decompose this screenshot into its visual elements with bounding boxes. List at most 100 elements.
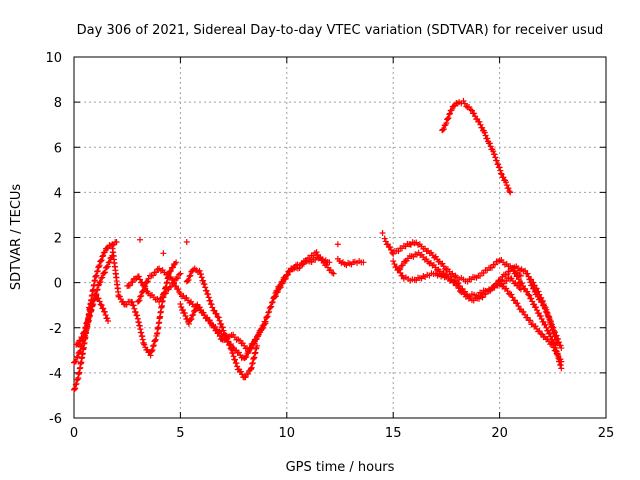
y-tick-label: 10 [45, 51, 62, 66]
data-point [539, 299, 546, 306]
series-track-5 [124, 270, 184, 305]
data-point [381, 235, 388, 242]
data-point [245, 348, 252, 355]
data-point [202, 284, 209, 291]
data-point [98, 302, 105, 309]
data-point [238, 368, 245, 375]
data-point [267, 304, 274, 311]
data-point [105, 259, 112, 266]
data-point [555, 335, 562, 342]
data-point [174, 275, 181, 282]
data-point [140, 287, 147, 294]
data-point [390, 258, 397, 265]
data-point [487, 143, 494, 150]
y-tick-label: 0 [54, 277, 62, 292]
data-point [94, 267, 101, 274]
data-point [175, 286, 182, 293]
data-point [101, 308, 108, 315]
data-point [252, 336, 259, 343]
data-point [130, 302, 137, 309]
data-point [95, 282, 102, 289]
data-point [479, 124, 486, 131]
data-point [150, 343, 157, 350]
data-point [80, 329, 87, 336]
data-point [134, 312, 141, 319]
data-point [508, 291, 515, 298]
series-track-17 [526, 276, 565, 352]
data-point [235, 349, 242, 356]
data-point [443, 120, 450, 127]
data-point [227, 345, 234, 352]
data-point [183, 239, 190, 246]
data-point [548, 321, 555, 328]
data-point [492, 261, 499, 268]
data-point [284, 271, 291, 278]
data-point [196, 267, 203, 274]
data-point [188, 316, 195, 323]
data-point [93, 287, 100, 294]
x-tick-label: 10 [279, 426, 296, 441]
data-point [141, 284, 148, 291]
y-tick-label: -2 [49, 322, 62, 337]
data-point [508, 275, 515, 282]
data-point [96, 279, 103, 286]
data-point [102, 312, 109, 319]
data-point [334, 241, 341, 248]
series-track-4 [109, 242, 180, 359]
data-point [526, 276, 533, 283]
data-point [197, 271, 204, 278]
data-point [136, 236, 143, 243]
data-point [279, 280, 286, 287]
data-point [446, 110, 453, 117]
data-point [101, 249, 108, 256]
data-point [198, 274, 205, 281]
data-point [100, 305, 107, 312]
data-point [243, 353, 250, 360]
data-point [152, 337, 159, 344]
data-point [250, 340, 257, 347]
data-point [219, 324, 226, 331]
y-tick-label: 2 [54, 232, 62, 247]
data-point [215, 314, 222, 321]
data-point [277, 284, 284, 291]
data-point [440, 126, 447, 133]
y-tick-label: -4 [49, 367, 62, 382]
data-point [74, 353, 81, 360]
data-point [196, 304, 203, 311]
chart-title: Day 306 of 2021, Sidereal Day-to-day VTE… [77, 23, 604, 38]
data-point [260, 322, 267, 329]
data-point [105, 317, 112, 324]
data-point [147, 352, 154, 359]
data-point [106, 258, 113, 265]
data-point [484, 135, 491, 142]
data-point [546, 330, 553, 337]
data-point [167, 268, 174, 275]
data-point [540, 302, 547, 309]
data-point [216, 317, 223, 324]
data-point [97, 257, 104, 264]
data-point [136, 276, 143, 283]
data-point [533, 291, 540, 298]
data-point [116, 293, 123, 300]
series-track-9 [251, 254, 333, 344]
data-point [81, 328, 88, 335]
data-point [82, 325, 89, 332]
data-point [257, 327, 264, 334]
data-point [102, 269, 109, 276]
data-point [129, 299, 136, 306]
data-point [553, 332, 560, 339]
data-point [545, 327, 552, 334]
data-point [439, 260, 446, 267]
data-point [129, 279, 136, 286]
data-point [98, 275, 105, 282]
data-point [497, 167, 504, 174]
data-point [72, 381, 79, 388]
data-point [206, 317, 213, 324]
data-point [549, 336, 556, 343]
data-point [152, 336, 159, 343]
data-point [551, 327, 558, 334]
data-point [507, 189, 514, 196]
data-point [94, 268, 101, 275]
data-point [498, 170, 505, 177]
